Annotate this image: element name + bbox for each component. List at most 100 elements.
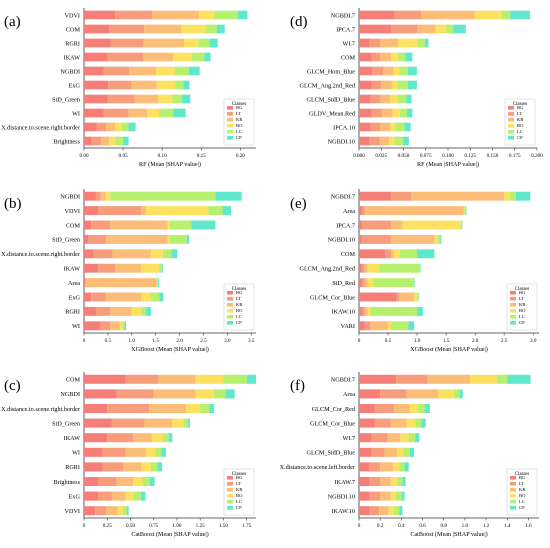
bar-segment-lc [379,263,420,273]
bar-segment-lt [371,447,385,457]
legend-swatch-cp [227,506,233,510]
bar-segment-bo [393,66,400,76]
bar-segment-bo [435,24,447,34]
bar-segment-cp [183,80,190,90]
legend-item-label: LC [236,314,242,319]
bar-segment-bg [84,136,92,146]
x-tick-label: 0.05 [119,153,128,159]
category-label: IKAW.10 [331,309,355,316]
bar-segment-bo [390,476,398,487]
bar-segment-bo [474,10,502,20]
bar-segment-lt [91,292,106,302]
bar-segment-lc [395,122,405,132]
bar-segment-bo [504,191,510,201]
bar-segment-bo [131,306,142,316]
bar-segment-kr [152,10,199,20]
x-tick-label: 2.5 [200,338,207,344]
x-tick-label: 0.10 [158,153,167,159]
bar-segment-bg [359,476,370,487]
bar-segment-cp [168,433,173,443]
x-tick-label: 3.5 [248,338,255,344]
bar-segment-lc [175,80,184,90]
bar-segment-kr [112,249,151,259]
bar-segment-cp [191,220,216,230]
bar-segment-cp [407,66,417,76]
legend-item-label: LT [519,481,524,486]
bar-segment-bo [141,263,160,273]
category-label: X.distance.to.scene.right.border [1,124,80,131]
bar-segment-bo [109,136,116,146]
bar-segment-kr [110,306,132,316]
bar-segment-bg [84,389,117,399]
x-axis-label: XGBoost (Mean |SHAP value|) [410,346,488,353]
bar-segment-cp [510,10,530,20]
bar-segment-bo [158,94,173,104]
category-label: IKAW [64,54,81,61]
x-tick-label: 3.0 [224,338,231,344]
x-tick-label: 0.25 [103,523,112,529]
bar-segment-cp [173,108,186,118]
bar-segment-lc [399,66,408,76]
bar-segment-cp [402,476,406,487]
category-label: X.distance.to.scene.right.border [1,406,80,413]
bar-segment-lt [100,321,111,331]
bar-segment-bo [392,108,400,118]
legend-item-label: LC [236,129,242,134]
bar-segment-lt [369,462,381,472]
bar-segment-lc [159,263,162,273]
bar-segment-cp [146,306,151,316]
bar-segment-bg [359,263,362,273]
bar-segment-cp [216,24,225,34]
bar-segment-cp [417,249,435,259]
bar-segment-bg [84,462,103,472]
bar-segment-bo [119,321,123,331]
category-label: COM [341,54,356,61]
panel-d: (d) NGBDI.7 IPCA.7 WI.7 COM GLCM_Hom_Blue GLCM… [290,8,543,168]
category-label: WI.7 [342,435,355,442]
bar-segment-cp [161,447,166,457]
bar-segment-lc [394,136,404,146]
bar-segment-bg [359,403,375,414]
category-label: Area [68,280,80,287]
bar-segment-bg [359,206,362,216]
category-label: GLCM_Cor_Blue [310,420,355,427]
bar-segment-bo [398,38,418,48]
bar-segment-lc [183,418,189,428]
category-label: WI [72,110,80,117]
bar-segment-lc [170,220,192,230]
bar-segment-bg [359,24,392,34]
category-label: IKAW [64,435,81,442]
panel-c: (c) COM NGBDI X.distance.to.scene.right.bor… [1,372,256,538]
bar-segment-bg [359,191,391,201]
bar-segment-lc [399,249,418,259]
bar-segment-bo [470,374,497,384]
bar-segment-lc [150,462,158,472]
category-label: NGBDI.7 [331,12,355,19]
legend-swatch-kr [227,303,233,307]
bar-segment-cp [126,506,129,516]
bar-segment-bo [402,220,461,230]
category-label: COM [66,222,81,229]
x-tick-label: 0.15 [197,153,206,159]
bar-segment-cp [414,278,415,288]
bar-segment-cp [507,374,531,384]
legend-item-label: LC [519,499,525,504]
category-label: VARI [341,323,355,330]
x-tick-label: 0 [83,338,86,344]
category-label: NGBDI.10 [328,138,355,145]
bar-segment-kr [153,389,196,399]
bar-segment-bo [389,136,395,146]
bar-segment-kr [411,191,505,201]
bar-segment-lc [437,234,441,244]
bar-segment-lt [107,52,144,62]
bar-segment-lc [191,52,205,62]
bar-segment-kr [106,506,118,516]
bar-segment-lc [214,389,226,399]
legend-item-label: BG [519,475,526,480]
bar-segment-lc [370,306,418,316]
x-tick-label: 0.050 [398,153,410,159]
bar-segment-bo [155,66,175,76]
bar-segment-kr [125,447,147,457]
bar-segment-kr [427,374,471,384]
